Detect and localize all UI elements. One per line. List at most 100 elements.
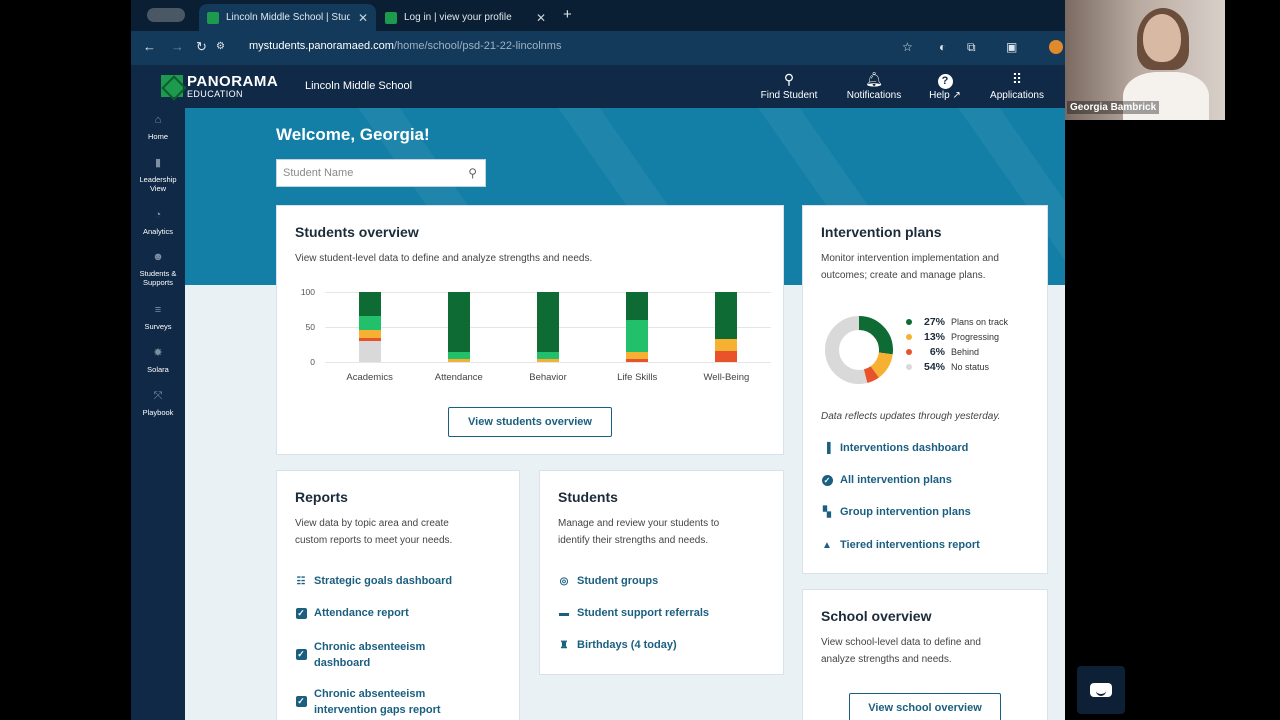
rail-surveys[interactable]: ≡ Surveys	[131, 304, 185, 332]
reports-card: Reports View data by topic area and crea…	[276, 470, 520, 720]
rail-playbook-label: Playbook	[142, 408, 174, 417]
chronic-absenteeism-gaps-link[interactable]: ✓ Chronic absenteeism intervention gaps r…	[295, 686, 441, 718]
link-label: Strategic goals dashboard	[314, 575, 453, 587]
link-label: All intervention plans	[840, 474, 952, 486]
legend-label: Behind	[951, 347, 980, 357]
sparkle-icon: ✸	[153, 347, 163, 359]
card-title: School overview	[821, 608, 932, 624]
stacked-bar[interactable]	[358, 292, 381, 362]
find-student-label: Find Student	[760, 90, 818, 101]
search-icon[interactable]: ⚲	[468, 166, 477, 180]
close-tab-icon[interactable]: ✕	[358, 10, 369, 25]
help-button[interactable]: ? Help ↗	[927, 70, 963, 101]
url-host: mystudents.panoramaed.com	[249, 40, 394, 52]
notifications-button[interactable]: 🔔︎ Notifications	[843, 70, 905, 101]
card-title: Students overview	[295, 224, 419, 240]
tab-title: Log in | view your profile	[404, 12, 512, 23]
desc-line-1: View data by topic area and create	[295, 518, 449, 529]
applications-label: Applications	[990, 90, 1044, 101]
browser-window: Lincoln Middle School | Stude ✕ Log in |…	[131, 0, 1065, 720]
tab-search-control[interactable]	[147, 8, 185, 22]
x-category-label: Well-Being	[703, 372, 750, 383]
attendance-report-link[interactable]: ✓ Attendance report	[295, 607, 409, 619]
bar-segment	[715, 292, 738, 339]
notifications-label: Notifications	[846, 90, 902, 101]
rail-students-supports[interactable]: ☻ Students & Supports	[131, 251, 185, 288]
reload-icon[interactable]: ↻	[196, 39, 207, 54]
puzzle-icon[interactable]: ⧉	[967, 40, 976, 54]
external-link-icon: ↗	[949, 90, 961, 101]
logo-name[interactable]: PANORAMA	[187, 73, 279, 90]
close-tab-icon[interactable]: ✕	[536, 10, 547, 25]
legend-label: No status	[951, 362, 990, 372]
legend-label: Plans on track	[951, 317, 1009, 327]
rail-solara[interactable]: ✸ Solara	[131, 347, 185, 375]
card-description: View school-level data to define and ana…	[821, 634, 981, 668]
legend-on-track: 27% Plans on track	[906, 316, 1008, 328]
strategic-goals-dashboard-link[interactable]: ☷ Strategic goals dashboard	[295, 575, 453, 587]
y-tick-label: 0	[310, 357, 315, 367]
tab-lincoln[interactable]: Lincoln Middle School | Stude ✕	[199, 4, 377, 31]
student-support-referrals-link[interactable]: ▬ Student support referrals	[558, 607, 709, 619]
rail-home[interactable]: ⌂ Home	[131, 115, 185, 142]
screen-share-icon[interactable]: ▣	[1006, 40, 1018, 54]
stacked-bar[interactable]	[447, 292, 470, 362]
stacked-bar[interactable]	[537, 292, 559, 362]
back-arrow-icon[interactable]: ←	[143, 39, 156, 54]
link-label: Student groups	[577, 575, 659, 587]
legend-dot-icon	[906, 334, 912, 340]
help-label: Help	[929, 90, 950, 101]
welcome-heading: Welcome, Georgia!	[276, 125, 430, 144]
bar-segment	[358, 292, 381, 316]
chronic-absenteeism-dashboard-link[interactable]: ✓ Chronic absenteeism dashboard	[295, 639, 425, 671]
url-field[interactable]: mystudents.panoramaed.com/home/school/ps…	[249, 40, 561, 52]
panorama-favicon-icon	[385, 11, 397, 24]
tab-login[interactable]: Log in | view your profile ✕	[377, 4, 554, 31]
grid-icon: ⠿	[1011, 71, 1023, 87]
stacked-bar[interactable]	[715, 292, 738, 362]
url-path: /home/school/psd-21-22-lincolnms	[393, 40, 562, 52]
extension-icon[interactable]: ◐	[939, 40, 947, 54]
link-label: Group intervention plans	[840, 506, 971, 518]
new-tab-icon[interactable]: +	[563, 6, 572, 23]
forward-arrow-icon[interactable]: →	[171, 39, 184, 54]
site-settings-icon[interactable]: ⚙	[216, 41, 225, 52]
profile-avatar-icon[interactable]	[1049, 40, 1063, 54]
birthdays-link[interactable]: ♜ Birthdays (4 today)	[558, 639, 677, 651]
student-groups-link[interactable]: ◎ Student groups	[558, 575, 659, 587]
students-overview-card: Students overview View student-level dat…	[276, 205, 784, 455]
bar-segment	[358, 338, 381, 341]
find-student-button[interactable]: ⚲ Find Student	[759, 70, 819, 101]
applications-button[interactable]: ⠿ Applications	[985, 70, 1049, 101]
video-call-tile: Georgia Bambrick	[1065, 0, 1225, 120]
view-students-overview-button[interactable]: View students overview	[448, 407, 612, 437]
rail-leadership-view[interactable]: ▮ Leadership View	[131, 158, 185, 194]
people-icon: ☻	[152, 251, 164, 263]
rail-home-label: Home	[147, 132, 168, 141]
bookmark-star-icon[interactable]: ☆	[902, 40, 913, 54]
view-school-overview-button[interactable]: View school overview	[849, 693, 1001, 720]
group-icon: ▚	[823, 506, 831, 518]
panorama-logo-icon[interactable]	[161, 75, 183, 97]
rail-surveys-label: Surveys	[144, 322, 172, 331]
school-overview-card: School overview View school-level data t…	[802, 589, 1048, 720]
link-label: Chronic absenteeism intervention gaps rep…	[314, 686, 441, 718]
legend-progressing: 13% Progressing	[906, 331, 999, 343]
link-label: Interventions dashboard	[840, 442, 969, 454]
interventions-dashboard-link[interactable]: ▐ Interventions dashboard	[821, 442, 968, 454]
balloon-icon: ♜	[559, 639, 569, 651]
tiered-interventions-report-link[interactable]: ▲ Tiered interventions report	[821, 539, 980, 551]
left-nav-rail: ⌂ Home ▮ Leadership View ◔ Analytics ☻ S…	[131, 108, 185, 720]
stacked-bar[interactable]	[626, 292, 649, 362]
student-search-input[interactable]	[277, 160, 457, 186]
chat-support-button[interactable]	[1077, 666, 1125, 714]
rail-leadership-label: Leadership	[139, 175, 177, 184]
all-intervention-plans-link[interactable]: ✓ All intervention plans	[821, 474, 952, 486]
help-icon: ?	[927, 70, 963, 90]
desc-line-2: analyze strengths and needs.	[821, 654, 952, 665]
survey-icon: ≡	[154, 304, 162, 316]
rail-analytics[interactable]: ◔ Analytics	[131, 210, 185, 237]
rail-students-label-2: Supports	[142, 278, 174, 287]
rail-playbook[interactable]: ⤧ Playbook	[131, 391, 185, 418]
group-intervention-plans-link[interactable]: ▚ Group intervention plans	[821, 506, 971, 518]
